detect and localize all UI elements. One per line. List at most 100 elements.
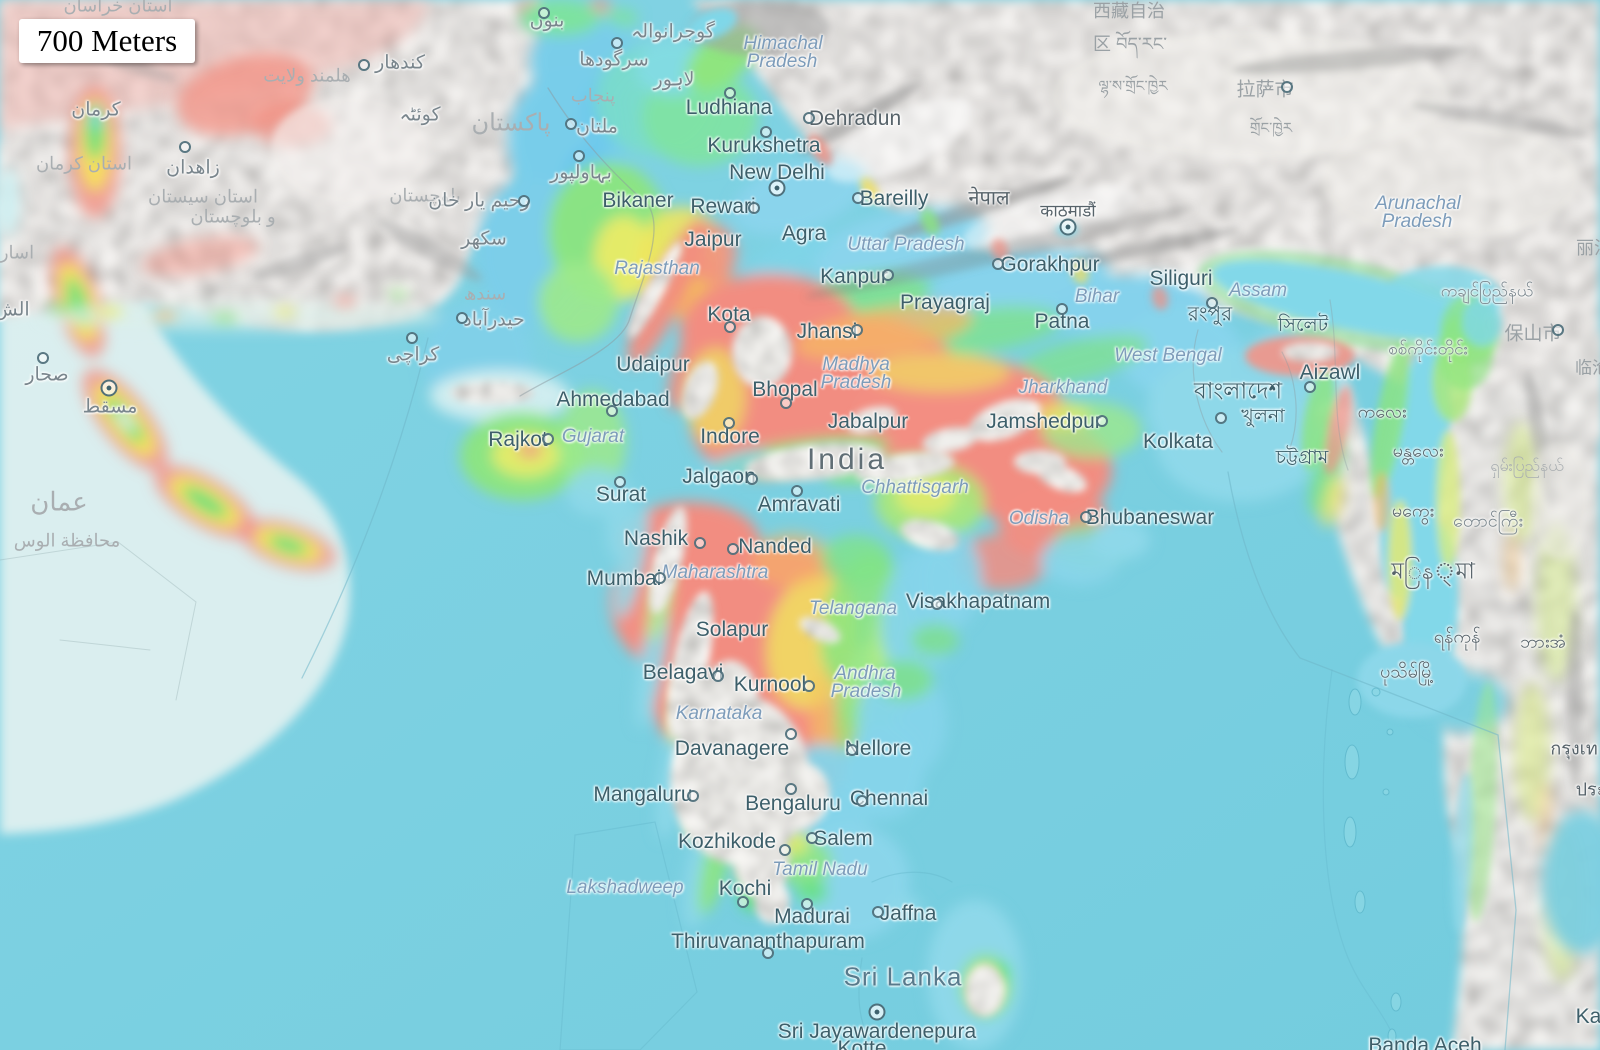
city-marker	[872, 906, 884, 918]
map-label: Bihar	[1074, 286, 1120, 307]
map-label: ကချင်ပြည်နယ်	[1440, 281, 1534, 301]
map-label: و بلوچستان	[190, 206, 276, 227]
map-label: Kozhikode	[677, 830, 777, 853]
city-marker	[931, 598, 943, 610]
city-marker	[791, 485, 803, 497]
map-label: नेपाल	[968, 187, 1010, 210]
map-label: বাংলাদেশ	[1193, 377, 1283, 404]
map-label: استان خراسان	[63, 0, 173, 16]
map-label: မန္တလေး	[1392, 440, 1444, 461]
elevation-threshold-control[interactable]: 700 Meters	[19, 19, 195, 63]
map-label: گوجرانوالہ	[631, 21, 715, 43]
map-label: Pradesh	[820, 372, 892, 393]
city-marker	[518, 195, 530, 207]
city-marker	[456, 312, 468, 324]
map-label: Rewari	[690, 195, 756, 218]
map-label: عمان	[30, 486, 88, 517]
islands	[1343, 687, 1402, 1044]
map-label: กรุงเท	[1550, 738, 1598, 759]
city-marker	[1096, 415, 1108, 427]
map-label: لاہور	[653, 69, 695, 91]
map-label: Telangana	[808, 598, 898, 619]
map-label: بہاولپور	[550, 162, 612, 184]
map-label: Pradesh	[1381, 211, 1453, 232]
map-label: Madurai	[774, 905, 850, 928]
map-label: Jaffna	[879, 902, 937, 925]
map-label: Bareilly	[859, 187, 929, 210]
map-label: Jabalpur	[827, 410, 909, 433]
city-marker	[538, 7, 550, 19]
city-marker	[724, 321, 736, 333]
map-label: Mangaluru	[593, 783, 693, 806]
map-label: Chhattisgarh	[861, 477, 969, 498]
map-label: India	[806, 443, 888, 476]
city-marker	[614, 476, 626, 488]
city-marker	[727, 543, 739, 555]
map-label: Kotte	[837, 1037, 887, 1050]
city-marker	[611, 37, 623, 49]
map-label: Bengaluru	[745, 792, 841, 815]
map-label: Arunachal	[1375, 193, 1461, 214]
city-marker	[606, 405, 618, 417]
city-marker	[542, 433, 554, 445]
map-label: Jaipur	[684, 228, 742, 251]
map-label: মြန্মা	[1391, 557, 1475, 584]
map-label: Bhubaneswar	[1085, 506, 1215, 529]
map-label: Siliguri	[1149, 267, 1213, 290]
map-label: Gorakhpur	[1000, 253, 1100, 276]
map-label: Kurnool	[733, 673, 807, 696]
map-label: Kar	[1575, 1005, 1600, 1028]
map-label: Odisha	[1008, 508, 1070, 529]
city-marker	[737, 896, 749, 908]
map-label: سرگودھا	[579, 49, 649, 71]
map-label: کوئٹہ	[399, 104, 441, 126]
map-label: Sri Jayawardenepura	[777, 1020, 977, 1043]
capital-city-marker	[868, 1003, 886, 1021]
city-marker	[179, 141, 191, 153]
city-marker	[785, 728, 797, 740]
map-label: གྲོང་ཁྱེར	[1249, 120, 1293, 137]
map-label: Karnataka	[675, 703, 763, 724]
map-label: Jharkhand	[1018, 377, 1108, 398]
map-label: Sri Lanka	[843, 961, 963, 992]
map-label: استان کرمان	[35, 153, 133, 174]
map-label: Belagavi	[642, 661, 724, 684]
map-label: Uttar Pradesh	[847, 234, 965, 255]
map-label: پاکستان	[471, 109, 551, 137]
map-label: ရန်ကုန်	[1433, 626, 1481, 647]
city-marker	[724, 87, 736, 99]
map-label: کرمان	[71, 99, 121, 121]
city-marker	[654, 572, 666, 584]
city-marker	[760, 126, 772, 138]
map-label: Gujarat	[561, 426, 625, 447]
map-label: Davanagere	[674, 737, 790, 760]
map-label: Salem	[813, 827, 873, 850]
map-label: 临沧	[1575, 358, 1600, 378]
map-label: စစ်ကိုင်းတိုင်း	[1388, 339, 1468, 359]
map-label: الش	[0, 299, 30, 321]
map-label: Jalgaon	[682, 465, 756, 488]
city-marker	[1080, 511, 1092, 523]
city-marker	[712, 670, 724, 682]
map-label: ပုသိမ်မြို့	[1379, 661, 1435, 682]
city-marker	[801, 898, 813, 910]
map-label: ملتان	[576, 116, 618, 138]
city-marker	[573, 150, 585, 162]
city-marker	[1281, 81, 1293, 93]
city-marker	[882, 269, 894, 281]
map-label: Jamshedpur	[986, 410, 1102, 433]
boundary-lines	[0, 87, 1517, 1050]
map-label: هلمند ولایت	[263, 65, 351, 86]
map-label: တောင်ကြီး	[1453, 510, 1523, 531]
map-label: رحیم یار خان	[428, 190, 530, 212]
map-label: Banda Aceh	[1368, 1034, 1482, 1050]
map-label: Andhra	[834, 663, 896, 684]
map-label: سکھر	[461, 228, 507, 250]
city-marker	[992, 258, 1004, 270]
map-label: ကလေး	[1357, 401, 1407, 422]
map-label: ประ	[1575, 779, 1600, 800]
map-label: চট্টগ্রাম	[1275, 447, 1329, 468]
